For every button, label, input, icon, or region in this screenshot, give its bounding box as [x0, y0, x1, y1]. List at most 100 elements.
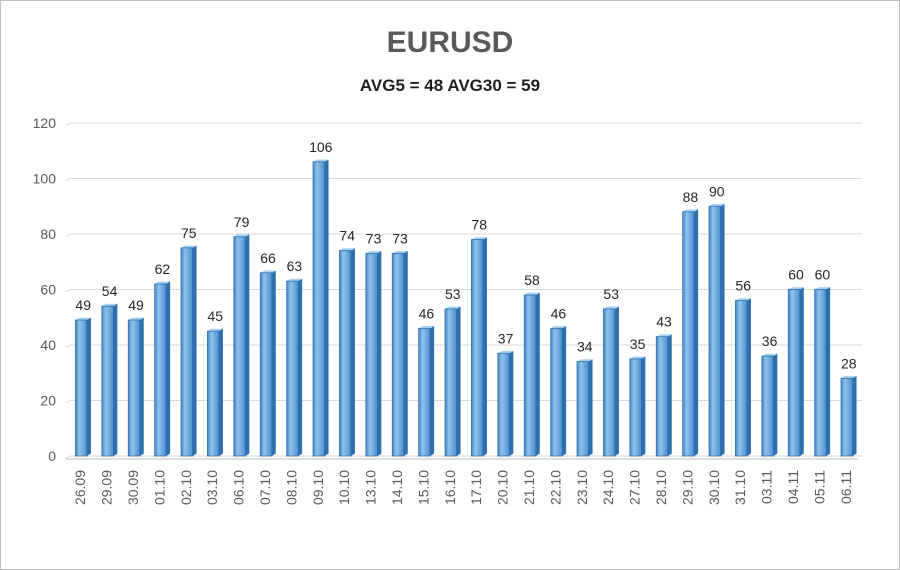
bar-side	[192, 245, 197, 456]
bar-top	[603, 306, 619, 309]
bar	[444, 308, 457, 457]
gridline-edge	[65, 455, 71, 459]
data-label: 54	[102, 283, 118, 299]
x-tick-label: 28.10	[653, 470, 669, 505]
bar-side	[271, 270, 276, 456]
x-tick-label: 06.11	[838, 470, 854, 504]
bar-side	[377, 251, 382, 456]
bar-top	[339, 248, 355, 251]
data-label: 34	[577, 339, 593, 355]
bar-side	[667, 334, 672, 456]
bar	[207, 330, 220, 457]
data-label: 78	[471, 217, 487, 233]
data-label: 36	[762, 333, 778, 349]
data-label: 49	[128, 297, 144, 313]
bar-top	[286, 278, 303, 282]
x-tick-label: 21.10	[521, 470, 537, 505]
y-tick-label: 120	[33, 115, 57, 131]
data-label: 63	[287, 258, 303, 274]
bars	[75, 159, 857, 457]
bar-top	[392, 251, 408, 254]
data-labels: 49 54 49 62 75 45 79 66 63 106 74 73 73 46 53 78 37 58 46 3…	[75, 139, 856, 371]
bar-top	[550, 325, 567, 329]
bar-side	[218, 328, 223, 456]
x-tick-label: 30.09	[125, 470, 141, 505]
x-tick-label: 24.10	[600, 470, 616, 505]
bar	[761, 355, 774, 457]
bar	[233, 236, 246, 457]
data-label: 46	[551, 305, 567, 321]
bar-top	[497, 350, 514, 354]
y-tick-label: 100	[33, 171, 57, 187]
bar	[127, 319, 141, 457]
bar-top	[841, 375, 857, 379]
data-label: 49	[75, 297, 91, 313]
bar	[101, 305, 114, 457]
bar	[259, 272, 273, 457]
data-label: 75	[181, 225, 197, 241]
bar-side	[535, 292, 540, 456]
bar-side	[720, 203, 725, 456]
bar-top	[154, 281, 171, 284]
x-tick-label: 29.09	[99, 470, 115, 505]
x-tick-label: 29.10	[679, 470, 695, 505]
data-label: 45	[207, 308, 223, 324]
bar	[787, 289, 801, 457]
data-label: 37	[498, 330, 514, 346]
bar	[286, 280, 299, 457]
bar-top	[524, 292, 540, 296]
data-label: 60	[788, 267, 804, 283]
bar-side	[86, 317, 91, 456]
x-tick-label: 03.10	[204, 470, 220, 505]
bar-side	[746, 298, 751, 456]
x-axis: 26.09 29.09 30.09 01.10 02.10 03.10 06.10 07.10…	[72, 470, 854, 505]
gridline-edge	[65, 178, 71, 182]
bar-side	[562, 325, 567, 456]
x-tick-label: 26.09	[72, 470, 88, 505]
data-label: 56	[735, 278, 751, 294]
bar-top	[101, 303, 118, 307]
bar	[814, 289, 827, 457]
data-label: 88	[683, 189, 699, 205]
bar-top	[207, 328, 223, 332]
bar	[391, 253, 405, 457]
bar-side	[139, 317, 144, 456]
bar-top	[445, 306, 461, 309]
gridline-edge	[65, 289, 71, 293]
x-tick-label: 10.10	[336, 470, 352, 505]
bar-side	[245, 234, 250, 456]
bar	[550, 327, 563, 457]
y-tick-label: 60	[40, 282, 56, 298]
bar	[75, 319, 88, 457]
x-tick-label: 07.10	[257, 470, 273, 505]
bar-side	[588, 359, 593, 456]
data-label: 106	[309, 139, 333, 155]
bar-side	[324, 159, 329, 456]
bar-top	[709, 203, 725, 207]
data-label: 58	[524, 272, 540, 288]
bar-top	[260, 270, 276, 273]
data-label: 73	[392, 230, 408, 246]
bar-top	[313, 159, 329, 162]
gridline-edge	[65, 122, 71, 126]
bar-side	[614, 306, 619, 456]
x-tick-label: 20.10	[495, 470, 511, 505]
bar-side	[403, 251, 408, 456]
gridline-edge	[65, 344, 71, 348]
x-tick-label: 30.10	[706, 470, 722, 505]
bar-side	[799, 287, 804, 456]
data-label: 46	[419, 305, 435, 321]
x-tick-label: 17.10	[468, 470, 484, 505]
bar-side	[509, 350, 514, 456]
gridline-edge	[65, 233, 71, 237]
x-tick-label: 23.10	[574, 470, 590, 505]
bar-side	[430, 325, 435, 456]
x-tick-label: 03.11	[759, 470, 775, 504]
x-tick-label: 16.10	[442, 470, 458, 505]
bar	[523, 294, 537, 457]
y-tick-label: 0	[48, 448, 56, 464]
bar-top	[735, 298, 751, 301]
data-label: 60	[815, 267, 831, 283]
gridline-edge	[65, 400, 71, 404]
bar	[418, 327, 431, 457]
